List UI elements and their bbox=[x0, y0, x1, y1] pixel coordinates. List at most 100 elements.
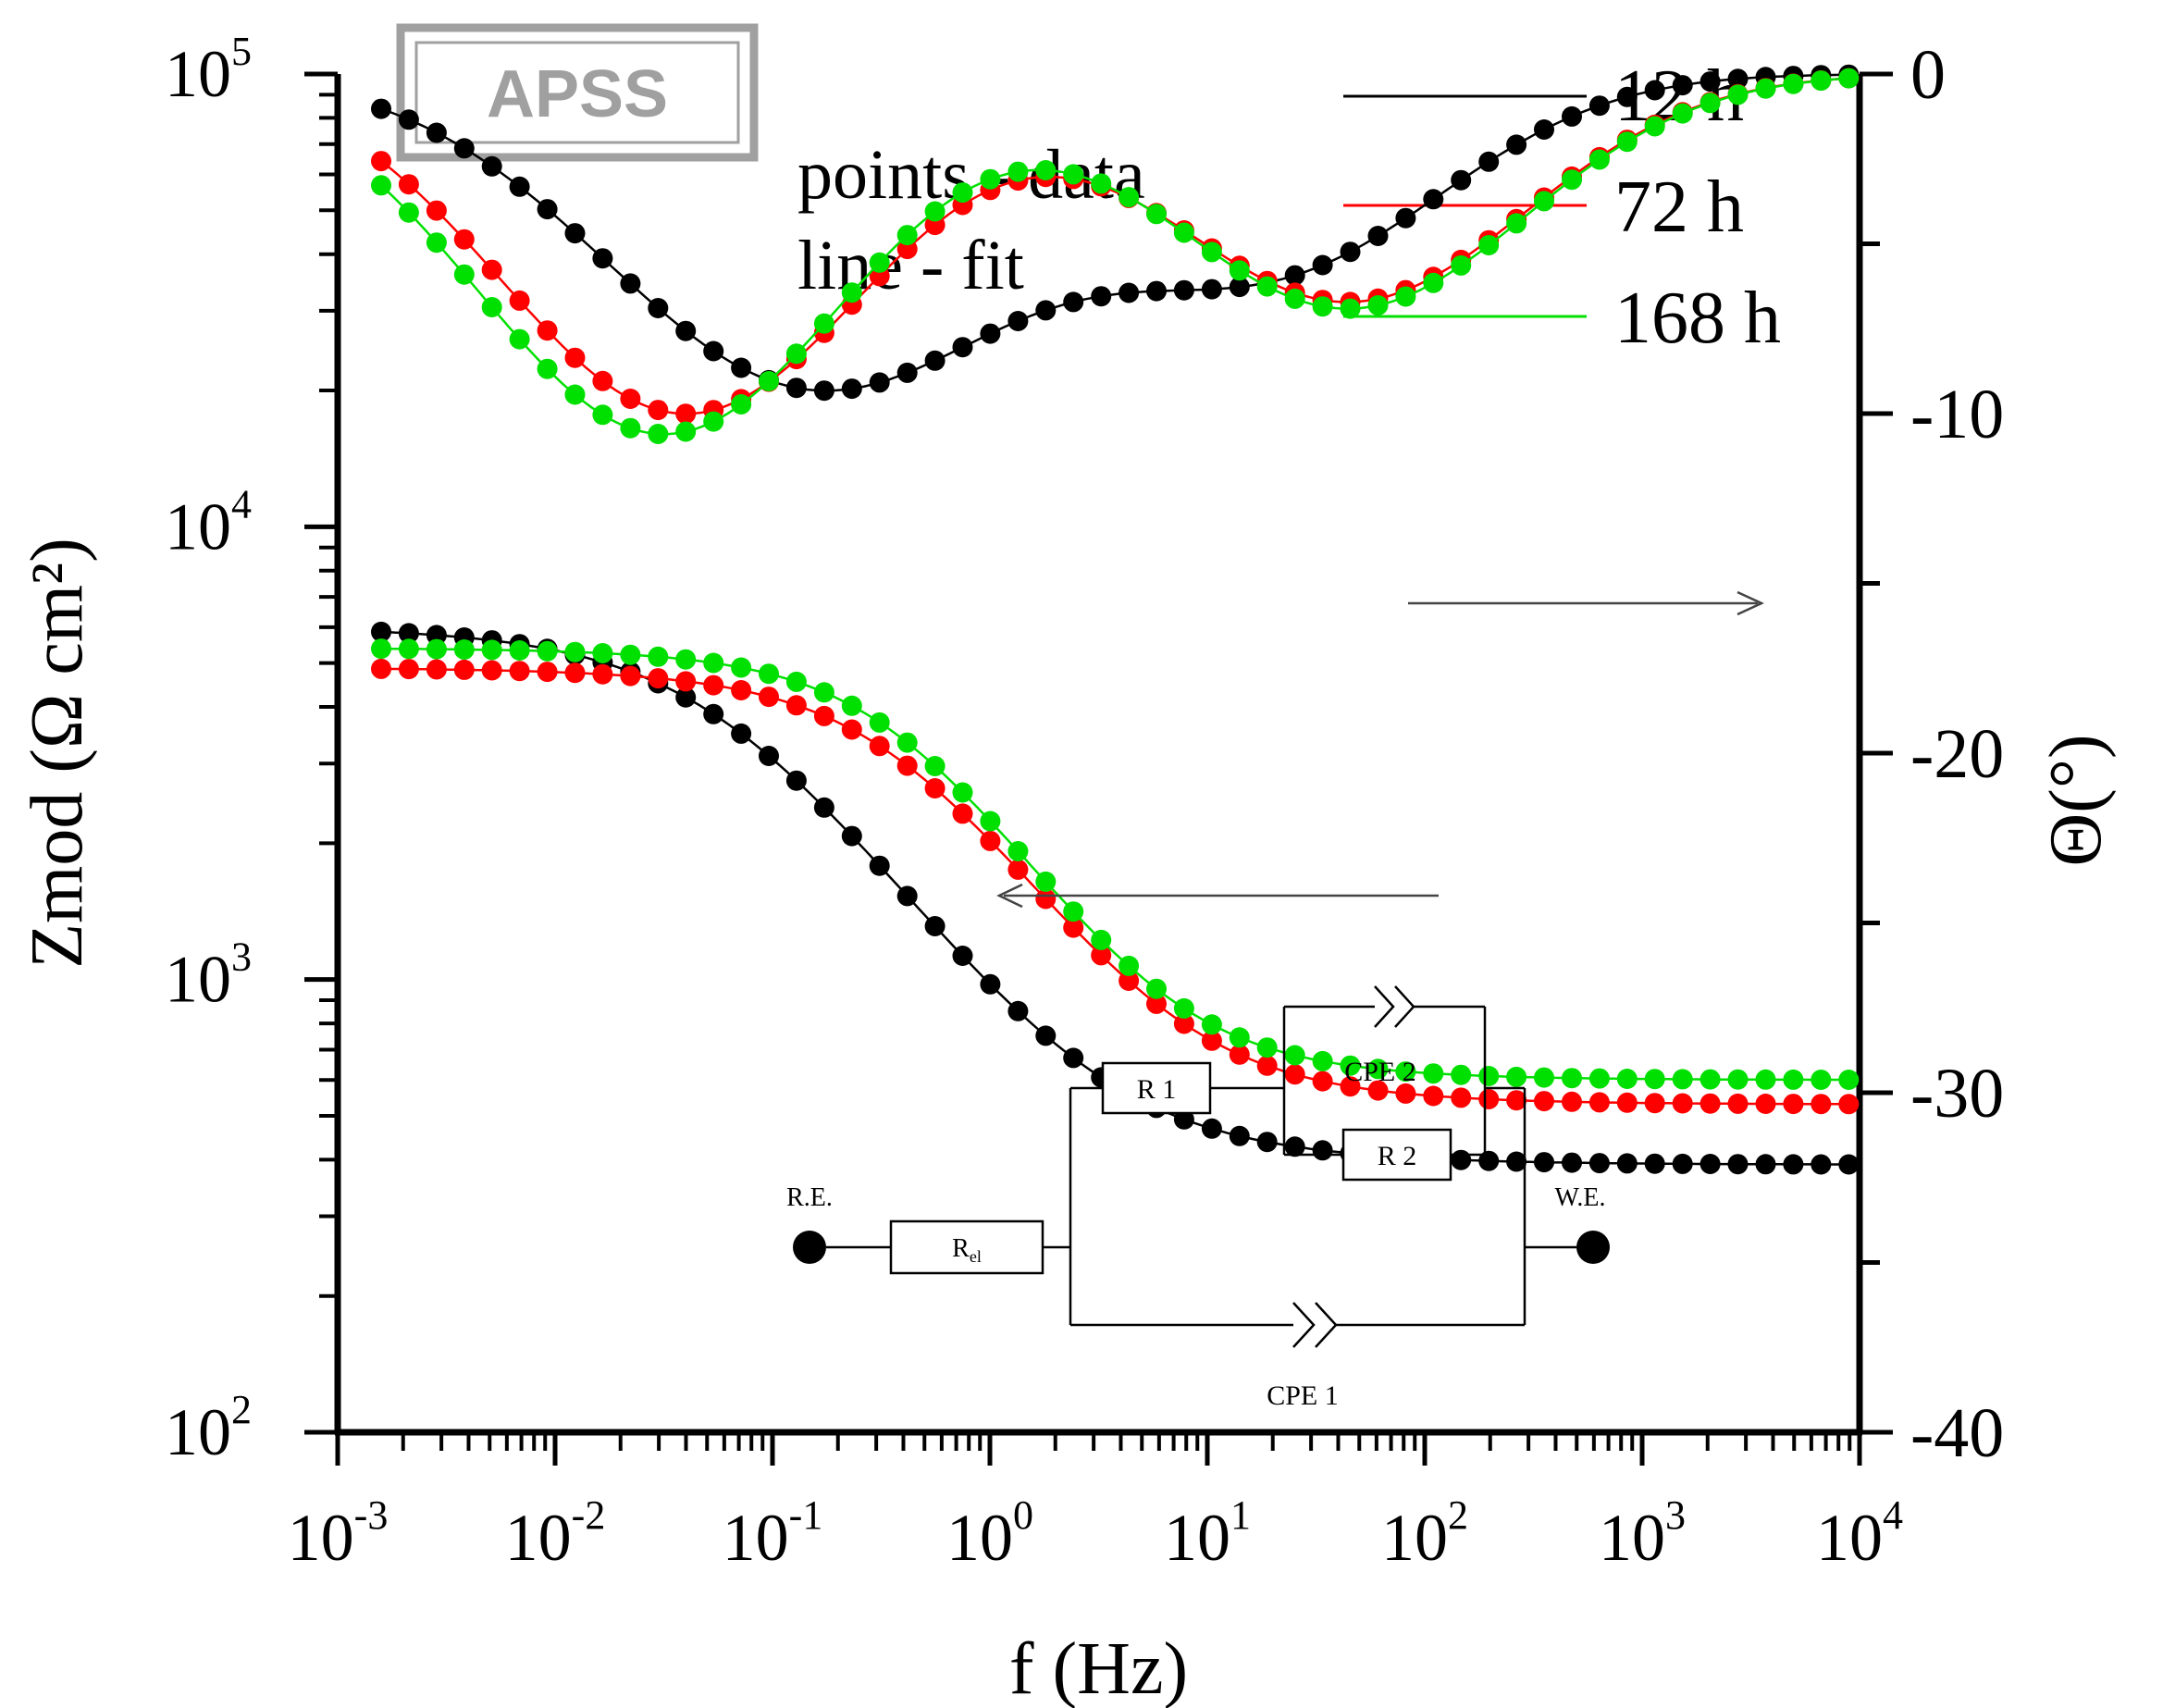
zmod-data-point-12h bbox=[1562, 1152, 1582, 1173]
zmod-data-point-168h bbox=[1007, 841, 1029, 861]
phase-data-point-12h bbox=[813, 380, 834, 402]
zmod-data-point-12h bbox=[1588, 1153, 1610, 1174]
zmod-data-point-72h bbox=[537, 662, 558, 683]
zmod-data-point-72h bbox=[1201, 1030, 1222, 1051]
phase-data-point-168h bbox=[1755, 78, 1776, 99]
x-tick-label: 102 bbox=[1381, 1492, 1468, 1575]
series-168h bbox=[371, 68, 1860, 1090]
zmod-data-point-168h bbox=[1783, 1069, 1804, 1090]
phase-data-point-12h bbox=[1644, 80, 1665, 101]
zmod-data-point-168h bbox=[1119, 955, 1140, 976]
zmod-data-point-72h bbox=[564, 662, 586, 684]
phase-data-point-168h bbox=[426, 232, 447, 254]
zmod-data-point-72h bbox=[1284, 1064, 1305, 1085]
phase-data-point-72h bbox=[675, 403, 697, 425]
phase-data-point-168h bbox=[952, 182, 973, 204]
zmod-data-point-72h bbox=[426, 659, 447, 680]
phase-data-point-12h bbox=[1201, 278, 1222, 300]
phase-data-point-12h bbox=[1506, 134, 1527, 155]
zmod-data-point-168h bbox=[1506, 1066, 1527, 1087]
phase-data-point-168h bbox=[1284, 288, 1305, 309]
zmod-data-point-72h bbox=[896, 755, 918, 776]
zmod-data-point-72h bbox=[1838, 1094, 1860, 1115]
phase-data-point-168h bbox=[1811, 70, 1832, 92]
zmod-data-point-72h bbox=[1340, 1076, 1361, 1097]
zmod-data-point-72h bbox=[371, 658, 391, 679]
zmod-data-point-72h bbox=[1811, 1094, 1832, 1115]
zmod-data-point-168h bbox=[1229, 1027, 1250, 1048]
phase-data-point-72h bbox=[620, 389, 641, 409]
phase-data-point-168h bbox=[371, 175, 391, 196]
zmod-data-point-72h bbox=[1229, 1044, 1250, 1065]
zmod-data-point-72h bbox=[1534, 1091, 1554, 1112]
zmod-data-point-168h bbox=[1700, 1069, 1721, 1090]
phase-data-point-168h bbox=[564, 384, 586, 405]
zmod-data-point-12h bbox=[1783, 1154, 1804, 1175]
zmod-data-point-12h bbox=[1229, 1125, 1250, 1146]
zmod-data-point-168h bbox=[703, 652, 724, 674]
phase-data-point-12h bbox=[703, 340, 724, 362]
phase-data-point-12h bbox=[675, 320, 697, 341]
phase-data-point-168h bbox=[1173, 222, 1194, 243]
resistor-rel bbox=[889, 1219, 1044, 1275]
zmod-data-point-168h bbox=[1811, 1070, 1832, 1090]
zmod-data-point-72h bbox=[731, 680, 752, 700]
phase-data-point-168h bbox=[1395, 286, 1416, 307]
zmod-data-point-72h bbox=[1700, 1093, 1721, 1114]
zmod-data-point-12h bbox=[1007, 1000, 1029, 1021]
phase-data-point-168h bbox=[537, 358, 558, 379]
phase-data-point-12h bbox=[371, 98, 391, 119]
phase-data-point-72h bbox=[648, 400, 669, 421]
phase-data-point-12h bbox=[731, 357, 752, 378]
zmod-data-point-168h bbox=[1727, 1069, 1749, 1090]
zmod-data-point-168h bbox=[1367, 1058, 1389, 1080]
zmod-data-point-12h bbox=[1616, 1153, 1638, 1174]
phase-data-point-12h bbox=[1091, 286, 1112, 307]
zmod-data-point-12h bbox=[813, 797, 834, 818]
axes: 10-3 10-2 10-1 100 101 102 103 104 102 103 104 105 0… bbox=[17, 29, 2117, 1708]
zmod-data-point-72h bbox=[869, 736, 890, 757]
resistor-r1 bbox=[1101, 1061, 1212, 1115]
zmod-data-point-168h bbox=[813, 682, 834, 703]
zmod-data-point-168h bbox=[1146, 978, 1167, 999]
zmod-data-point-72h bbox=[841, 719, 862, 740]
circuit-label-cpe2: CPE 2 bbox=[1344, 1057, 1416, 1087]
zmod-data-point-72h bbox=[1755, 1094, 1776, 1114]
phase-data-point-12h bbox=[398, 109, 419, 130]
phase-data-point-12h bbox=[481, 155, 502, 177]
y-left-tick-label: 105 bbox=[165, 29, 252, 111]
zmod-data-point-168h bbox=[1562, 1068, 1582, 1089]
phase-data-point-168h bbox=[1423, 272, 1444, 293]
phase-data-point-12h bbox=[1727, 68, 1749, 90]
apss-badge: APSS bbox=[396, 23, 759, 162]
phase-data-point-168h bbox=[896, 225, 918, 246]
zmod-data-point-72h bbox=[1506, 1090, 1527, 1111]
phase-data-point-12h bbox=[1423, 189, 1444, 210]
circuit-label-r1: R 1 bbox=[1137, 1074, 1177, 1105]
y-left-tick-label: 104 bbox=[165, 481, 252, 563]
zmod-data-point-12h bbox=[1672, 1153, 1693, 1174]
y-right-tick-label: 0 bbox=[1910, 36, 1946, 114]
zmod-data-point-72h bbox=[481, 660, 502, 681]
phase-data-point-168h bbox=[1340, 298, 1361, 319]
zmod-data-point-168h bbox=[1588, 1068, 1610, 1089]
zmod-data-point-12h bbox=[1173, 1108, 1194, 1130]
phase-data-point-72h bbox=[564, 347, 586, 368]
phase-data-point-72h bbox=[398, 174, 419, 195]
phase-data-point-12h bbox=[1173, 279, 1194, 301]
zmod-data-point-168h bbox=[952, 782, 973, 803]
phase-data-point-168h bbox=[1201, 241, 1222, 263]
phase-data-point-12h bbox=[841, 378, 862, 400]
zmod-data-point-12h bbox=[952, 946, 973, 966]
phase-data-point-12h bbox=[426, 122, 447, 143]
zmod-data-point-12h bbox=[1811, 1154, 1832, 1175]
phase-data-point-168h bbox=[1588, 149, 1610, 170]
phase-data-point-168h bbox=[1256, 276, 1278, 297]
zmod-data-point-72h bbox=[813, 705, 834, 726]
phase-data-point-168h bbox=[1672, 103, 1693, 124]
phase-data-point-12h bbox=[869, 372, 890, 393]
phase-data-point-168h bbox=[731, 394, 752, 415]
zmod-data-point-168h bbox=[371, 638, 391, 660]
y-left-axis-title: Zmod (Ω cm²) bbox=[17, 538, 98, 969]
phase-data-point-168h bbox=[1091, 173, 1112, 194]
